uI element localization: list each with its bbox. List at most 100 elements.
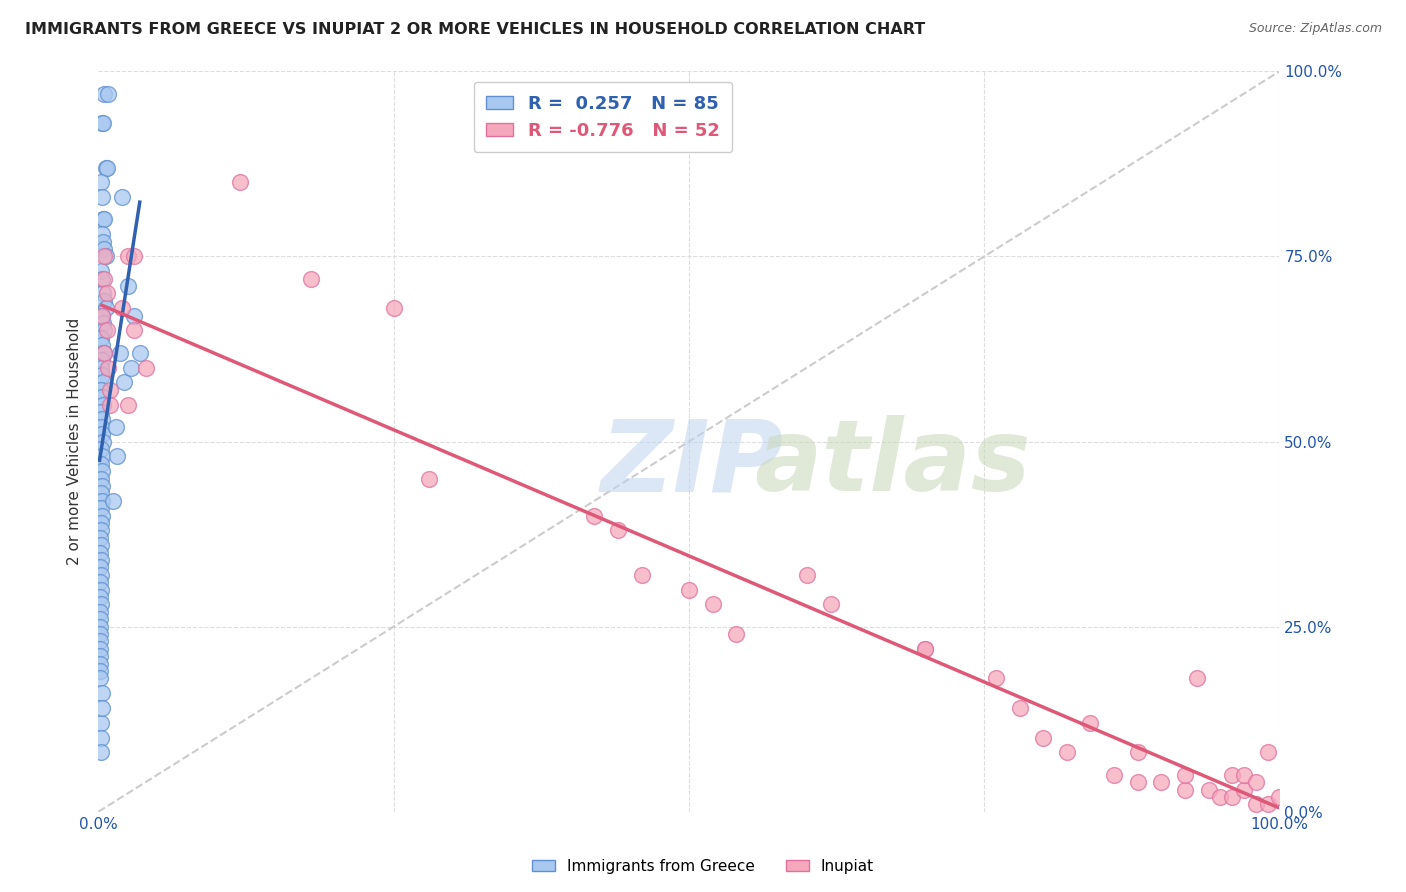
Point [702,598,724,612]
Point [91,116,114,130]
Point [91,427,114,442]
Point [1220,789,1243,804]
Point [91,309,114,323]
Point [97,87,120,101]
Point [90,746,112,760]
Point [101,493,124,508]
Point [630,567,652,582]
Point [1174,782,1197,797]
Point [105,419,128,434]
Point [94,161,117,175]
Point [299,271,322,285]
Point [1257,746,1279,760]
Point [93,345,115,359]
Point [89,546,111,560]
Point [128,345,150,359]
Point [90,501,112,516]
Point [1102,767,1125,781]
Point [93,271,115,285]
Point [583,508,606,523]
Point [90,538,112,552]
Point [111,301,134,316]
Point [90,598,112,612]
Point [97,360,120,375]
Point [678,582,700,597]
Point [90,457,112,471]
Point [96,161,118,175]
Point [89,627,111,641]
Point [90,553,112,567]
Point [91,338,114,352]
Point [91,353,114,368]
Point [90,419,112,434]
Point [91,450,114,464]
Point [90,405,112,419]
Point [93,293,115,308]
Point [914,641,936,656]
Point [1209,789,1232,804]
Point [91,390,114,404]
Point [117,250,139,264]
Point [89,612,111,626]
Point [90,383,112,397]
Point [90,175,112,190]
Point [93,250,115,264]
Point [1008,701,1031,715]
Point [382,301,405,316]
Point [89,531,111,545]
Point [90,582,112,597]
Point [93,324,115,338]
Point [89,672,111,686]
Point [91,212,114,227]
Point [91,479,114,493]
Point [1268,789,1291,804]
Point [1198,782,1220,797]
Point [90,567,112,582]
Point [89,634,111,648]
Point [93,87,115,101]
Point [91,116,114,130]
Point [90,331,112,345]
Point [1185,672,1208,686]
Y-axis label: 2 or more Vehicles in Household: 2 or more Vehicles in Household [67,318,83,566]
Point [111,190,134,204]
Point [89,575,111,590]
Point [229,175,252,190]
Point [90,264,112,278]
Point [90,471,112,485]
Point [1174,767,1197,781]
Point [1126,775,1149,789]
Point [91,464,114,478]
Point [93,212,115,227]
Point [91,686,114,700]
Point [121,360,143,375]
Point [91,368,114,382]
Point [1032,731,1054,745]
Point [89,560,111,574]
Text: atlas: atlas [754,416,1031,512]
Point [91,345,114,359]
Point [1056,746,1078,760]
Point [90,360,112,375]
Point [91,701,114,715]
Point [1220,767,1243,781]
Point [122,309,145,323]
Point [135,360,157,375]
Point [89,619,111,633]
Point [1233,782,1256,797]
Text: Source: ZipAtlas.com: Source: ZipAtlas.com [1249,22,1382,36]
Point [122,250,145,264]
Text: IMMIGRANTS FROM GREECE VS INUPIAT 2 OR MORE VEHICLES IN HOUSEHOLD CORRELATION CH: IMMIGRANTS FROM GREECE VS INUPIAT 2 OR M… [25,22,925,37]
Legend: R =  0.257   N = 85, R = -0.776   N = 52: R = 0.257 N = 85, R = -0.776 N = 52 [474,82,733,153]
Point [1150,775,1173,789]
Text: ZIP: ZIP [600,416,783,512]
Point [108,345,131,359]
Point [98,383,121,397]
Point [93,345,115,359]
Point [91,398,114,412]
Point [796,567,818,582]
Point [90,715,112,730]
Point [105,450,128,464]
Point [607,524,630,538]
Point [94,250,117,264]
